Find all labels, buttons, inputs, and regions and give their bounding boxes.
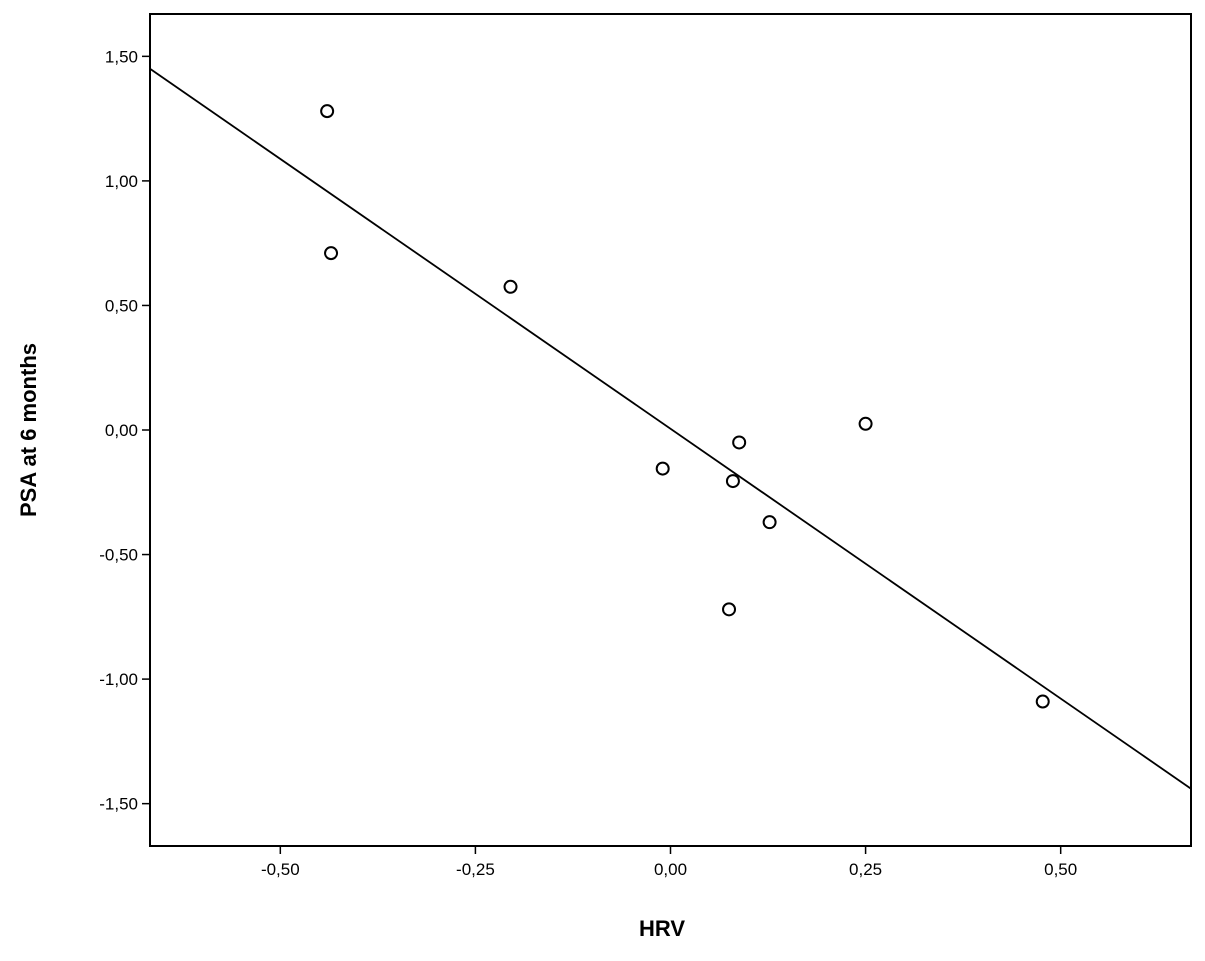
- data-point: [1035, 694, 1050, 709]
- data-point: [858, 416, 873, 431]
- data-point: [725, 474, 740, 489]
- data-point: [324, 246, 339, 261]
- data-point: [655, 461, 670, 476]
- plot-frame: [149, 13, 1192, 847]
- y-tick-label: -1,50: [99, 795, 138, 814]
- points-layer: [320, 104, 1050, 709]
- y-axis-title: PSA at 6 months: [16, 343, 41, 517]
- y-tick-label: -1,00: [99, 670, 138, 689]
- x-axis-ticks: -0,50 -0,25 0,00 0,25 0,50: [261, 846, 1077, 879]
- x-axis-title: HRV: [639, 916, 685, 941]
- fit-line: [149, 68, 1192, 790]
- data-point: [320, 104, 335, 119]
- y-tick-label: 0,00: [105, 421, 138, 440]
- x-tick-label: -0,25: [456, 860, 495, 879]
- y-tick-label: 1,00: [105, 172, 138, 191]
- data-point: [503, 279, 518, 294]
- x-tick-label: -0,50: [261, 860, 300, 879]
- y-tick-label: 0,50: [105, 296, 138, 315]
- data-point: [722, 602, 737, 617]
- x-tick-label: 0,50: [1044, 860, 1077, 879]
- y-tick-label: 1,50: [105, 47, 138, 66]
- data-point: [732, 435, 747, 450]
- y-tick-label: -0,50: [99, 546, 138, 565]
- x-tick-label: 0,00: [654, 860, 687, 879]
- fit-line-layer: [149, 68, 1192, 790]
- x-tick-label: 0,25: [849, 860, 882, 879]
- y-axis-ticks: 1,50 1,00 0,50 0,00 -0,50 -1,00 -1,50: [99, 47, 150, 814]
- data-point: [762, 515, 777, 530]
